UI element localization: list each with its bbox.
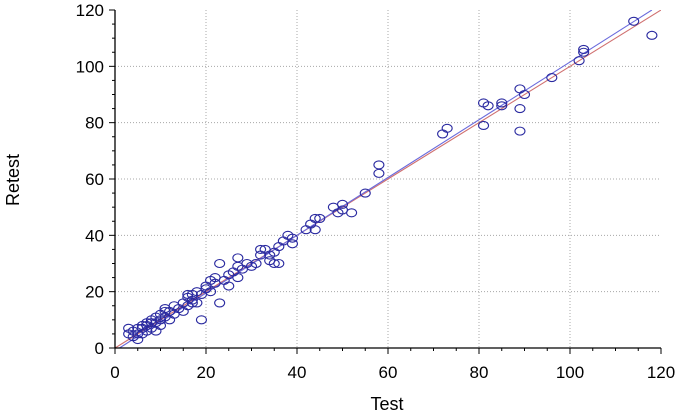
data-point	[578, 47, 590, 57]
data-point	[223, 281, 235, 291]
x-tick-label: 60	[379, 363, 398, 382]
data-point	[546, 73, 558, 83]
x-tick-label: 100	[556, 363, 584, 382]
plot-frame	[109, 9, 662, 354]
x-tick-label: 20	[197, 363, 216, 382]
data-point	[514, 84, 526, 94]
data-point	[309, 213, 321, 223]
data-point	[286, 233, 299, 243]
data-point	[514, 126, 526, 136]
data-point	[373, 168, 385, 178]
y-tick-label: 0	[95, 339, 104, 358]
data-point	[195, 315, 207, 325]
y-tick-label: 100	[76, 57, 104, 76]
y-tick-label: 120	[76, 1, 104, 20]
data-point	[346, 208, 358, 218]
data-point	[232, 253, 244, 263]
data-point	[336, 199, 349, 209]
data-point	[496, 101, 508, 111]
data-points	[123, 16, 658, 345]
data-point	[578, 44, 590, 54]
data-point	[314, 213, 326, 223]
data-point	[191, 298, 203, 308]
data-point	[214, 258, 226, 269]
data-point	[268, 258, 280, 269]
data-point	[514, 104, 526, 114]
data-point	[646, 30, 658, 40]
x-tick-label: 120	[647, 363, 675, 382]
data-point	[628, 16, 640, 26]
data-point	[477, 120, 490, 131]
data-point	[496, 98, 508, 108]
data-point	[273, 258, 285, 269]
data-point	[441, 123, 453, 133]
fit-line	[118, 10, 653, 348]
y-tick-label: 80	[85, 114, 104, 133]
x-axis-label: Test	[370, 394, 403, 414]
data-point	[518, 89, 531, 100]
x-tick-label: 80	[470, 363, 489, 382]
data-point	[437, 129, 449, 139]
data-point	[255, 244, 267, 254]
x-tick-label: 0	[110, 363, 119, 382]
y-tick-label: 40	[85, 226, 104, 245]
y-tick-label: 20	[85, 283, 104, 302]
data-point	[214, 298, 226, 308]
data-point	[573, 56, 585, 66]
data-point	[205, 287, 217, 297]
data-point	[359, 188, 371, 198]
data-point	[286, 239, 299, 249]
data-point	[154, 320, 167, 331]
x-tick-label: 40	[288, 363, 307, 382]
y-tick-label: 60	[85, 170, 104, 189]
data-point	[373, 160, 385, 170]
data-point	[309, 225, 321, 235]
data-point	[250, 258, 262, 269]
data-point	[482, 101, 494, 111]
data-point	[327, 202, 339, 212]
data-point	[232, 273, 244, 283]
tick-labels: 0 20 40 60 80 100 120 0 20 40 60 80 100 120	[76, 1, 676, 382]
y-axis-label: Retest	[3, 154, 23, 206]
